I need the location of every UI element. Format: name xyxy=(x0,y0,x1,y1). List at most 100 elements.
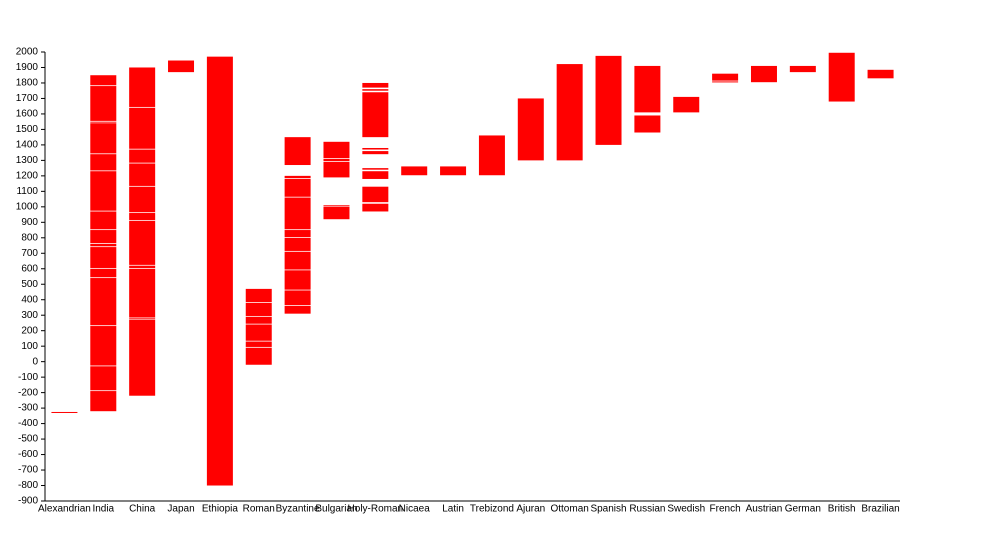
bar-segment xyxy=(90,230,117,244)
y-tick-label: 1100 xyxy=(16,186,38,197)
y-tick-label: -100 xyxy=(18,372,38,383)
bar-segment xyxy=(284,251,311,270)
y-tick-label: -500 xyxy=(18,434,38,445)
y-tick-label: 500 xyxy=(21,279,38,290)
x-tick-label: China xyxy=(129,504,156,515)
x-tick-label: Bulgarian xyxy=(315,504,357,515)
bar-segment xyxy=(129,213,156,220)
y-tick-label: 1400 xyxy=(16,140,39,151)
y-tick-label: 400 xyxy=(21,294,38,305)
bar-segment xyxy=(323,161,350,178)
bar-segment xyxy=(206,56,233,486)
bar-segment xyxy=(478,135,505,176)
bar-segment xyxy=(90,123,117,154)
bar-segment xyxy=(245,347,272,365)
bar-segment xyxy=(90,278,117,326)
bar-segment xyxy=(129,186,156,213)
bar-segment xyxy=(323,158,350,162)
bar-segment xyxy=(634,65,661,113)
x-tick-label: Brazilian xyxy=(861,504,899,515)
bar-segment xyxy=(129,268,156,318)
bar-segment xyxy=(595,55,622,145)
x-tick-label: Spanish xyxy=(590,504,626,515)
y-tick-label: 900 xyxy=(21,217,38,228)
bar-segment xyxy=(51,411,78,413)
x-tick-label: Nicaea xyxy=(399,504,431,515)
bar-segment xyxy=(90,171,117,211)
y-tick-label: 200 xyxy=(21,325,38,336)
bar-segment xyxy=(284,237,311,251)
bar-segment xyxy=(634,115,661,133)
bar-segment xyxy=(129,265,156,268)
bar-segment xyxy=(129,107,156,149)
bar-segment xyxy=(129,319,156,396)
bar-segment xyxy=(323,141,350,159)
y-tick-label: 700 xyxy=(21,248,38,259)
bar-segment xyxy=(362,151,389,155)
bar-segment xyxy=(129,163,156,186)
bar-segment xyxy=(90,326,117,366)
bar-segment xyxy=(90,247,117,268)
bar-segment xyxy=(129,220,156,265)
bar-segment xyxy=(168,60,195,73)
bar-segment xyxy=(284,305,311,314)
bar-segment xyxy=(401,166,428,176)
bar-segment xyxy=(245,324,272,341)
bar-segment xyxy=(323,206,350,220)
bar-segment xyxy=(90,75,117,86)
x-tick-label: French xyxy=(710,504,741,515)
bar-segment xyxy=(362,82,389,88)
bar-segment xyxy=(362,147,389,150)
bar-segment xyxy=(323,205,350,207)
y-tick-label: 1700 xyxy=(16,93,39,104)
bar-segment xyxy=(90,121,117,123)
y-tick-label: -700 xyxy=(18,465,38,476)
x-tick-label: Trebizond xyxy=(470,504,514,515)
x-tick-label: Byzantine xyxy=(276,504,320,515)
bar-segment xyxy=(284,230,311,238)
bar-segment xyxy=(362,92,389,138)
x-tick-label: Russian xyxy=(629,504,665,515)
y-tick-label: -600 xyxy=(18,449,38,460)
bar-segment xyxy=(284,137,311,166)
x-tick-label: Japan xyxy=(167,504,194,515)
y-tick-label: 300 xyxy=(21,310,38,321)
x-tick-label: Latin xyxy=(442,504,464,515)
bar-segment xyxy=(90,86,117,121)
bar-segment xyxy=(284,197,311,230)
bar-segment xyxy=(90,154,117,171)
bar-segment xyxy=(750,65,777,83)
y-tick-label: -200 xyxy=(18,387,38,398)
bar-segment xyxy=(90,366,117,391)
bar-segment xyxy=(90,268,117,278)
bar-segment xyxy=(245,316,272,324)
y-tick-label: 100 xyxy=(21,341,38,352)
x-tick-label: Swedish xyxy=(667,504,705,515)
y-tick-label: -400 xyxy=(18,418,38,429)
bar-segment xyxy=(362,171,389,179)
y-tick-label: 800 xyxy=(21,232,38,243)
y-tick-label: -800 xyxy=(18,480,38,491)
x-tick-label: British xyxy=(828,504,856,515)
bar-segment xyxy=(284,290,311,306)
bar-segment xyxy=(129,67,156,107)
bar-segment xyxy=(362,168,389,170)
x-tick-label: Austrian xyxy=(746,504,783,515)
y-tick-label: 1200 xyxy=(16,171,39,182)
bar-segment xyxy=(284,270,311,290)
y-tick-label: 1800 xyxy=(16,78,39,89)
bar-segment xyxy=(90,243,117,247)
y-tick-label: 1000 xyxy=(16,201,39,212)
y-tick-label: 1900 xyxy=(16,62,39,73)
bar-segment xyxy=(245,288,272,303)
bar-segment xyxy=(556,64,583,161)
bar-segment xyxy=(362,203,389,212)
x-tick-label: Ethiopia xyxy=(202,504,239,515)
y-tick-label: 600 xyxy=(21,263,38,274)
x-tick-label: India xyxy=(92,504,114,515)
y-tick-label: 1500 xyxy=(16,124,39,135)
bar-segment xyxy=(90,211,117,230)
y-tick-label: -900 xyxy=(18,496,38,507)
bar-segment xyxy=(867,69,894,79)
